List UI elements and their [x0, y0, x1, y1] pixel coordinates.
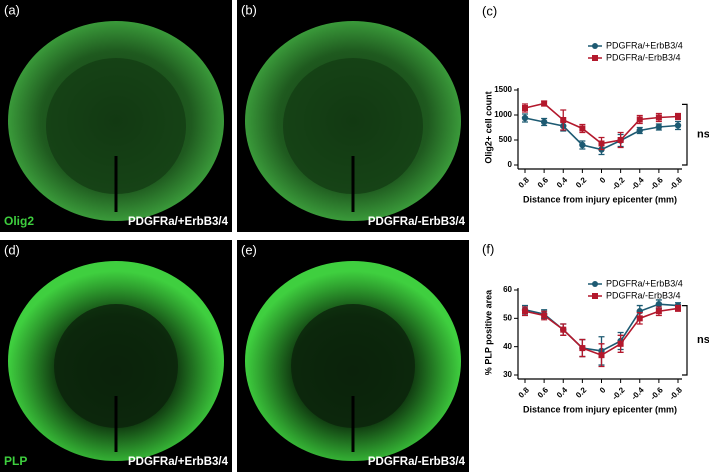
- marker: [579, 345, 586, 352]
- y-tick-label: 60: [503, 285, 512, 294]
- genotype-label: PDGFRa/-ErbB3/4: [368, 216, 466, 228]
- y-axis-title: Olig2+ cell count: [483, 91, 493, 163]
- y-axis-title: % PLP positive area: [483, 289, 493, 375]
- significance-bracket: [682, 305, 688, 376]
- panel-label: (f): [482, 241, 494, 256]
- marker: [674, 122, 682, 129]
- x-tick-label: 0: [598, 175, 608, 185]
- y-tick-label: 500: [499, 135, 513, 144]
- x-tick-label: -0.8: [668, 385, 685, 402]
- genotype-label: PDGFRa/+ErbB3/4: [128, 216, 229, 228]
- marker: [598, 352, 605, 359]
- y-tick-label: 1000: [494, 110, 512, 119]
- panel-label: (c): [482, 3, 497, 18]
- marker: [560, 326, 567, 333]
- x-tick-label: 0.4: [555, 175, 570, 190]
- legend-label: PDGFRa/-ErbB3/4: [606, 52, 681, 62]
- panel-label: (d): [4, 242, 20, 257]
- marker: [598, 140, 605, 147]
- grey-matter: [291, 304, 415, 428]
- x-tick-label: 0.2: [574, 385, 589, 400]
- x-tick-label: 0.6: [536, 385, 551, 400]
- marker: [617, 340, 624, 347]
- panel-label: (e): [241, 242, 257, 257]
- significance-label: ns: [697, 334, 709, 346]
- x-tick-label: -0.2: [610, 175, 627, 192]
- panel-label: (b): [241, 2, 257, 17]
- genotype-label: PDGFRa/+ErbB3/4: [128, 456, 229, 468]
- x-axis-title: Distance from injury epicenter (mm): [523, 404, 677, 414]
- marker: [636, 127, 643, 134]
- legend-label: PDGFRa/+ErbB3/4: [606, 40, 683, 50]
- marker: [636, 315, 643, 322]
- x-tick-label: -0.2: [610, 385, 627, 402]
- x-tick-label: -0.6: [649, 175, 666, 192]
- grey-matter: [54, 304, 178, 428]
- grey-matter: [283, 58, 423, 194]
- x-tick-label: 0: [598, 385, 608, 395]
- significance-bracket: [682, 103, 688, 166]
- x-tick-label: 0.2: [574, 175, 589, 190]
- x-tick-label: -0.4: [630, 385, 647, 402]
- marker: [655, 308, 662, 315]
- y-tick-label: 30: [503, 370, 512, 379]
- marker: [521, 114, 529, 122]
- stain-label: PLP: [4, 454, 27, 468]
- marker: [675, 305, 681, 312]
- y-tick-label: 0: [508, 160, 513, 169]
- marker: [655, 123, 663, 131]
- marker: [636, 116, 643, 123]
- genotype-label: PDGFRa/-ErbB3/4: [368, 456, 466, 468]
- marker: [522, 105, 528, 111]
- grey-matter: [46, 58, 186, 194]
- marker: [675, 113, 681, 120]
- marker: [522, 308, 528, 315]
- x-tick-label: 0.6: [536, 175, 551, 190]
- legend-marker: [592, 281, 598, 287]
- y-tick-label: 1500: [494, 85, 512, 94]
- x-tick-label: 0.8: [517, 385, 532, 400]
- marker: [541, 312, 548, 319]
- x-tick-label: 0.8: [517, 175, 532, 190]
- marker: [541, 100, 548, 107]
- marker: [579, 125, 586, 132]
- stain-label: Olig2: [4, 214, 34, 228]
- marker: [655, 300, 663, 308]
- x-tick-label: -0.8: [668, 175, 685, 192]
- x-axis-title: Distance from injury epicenter (mm): [523, 194, 677, 204]
- significance-label: ns: [697, 129, 709, 141]
- y-tick-label: 50: [503, 313, 512, 322]
- marker: [579, 141, 586, 149]
- marker: [655, 114, 662, 121]
- marker: [617, 137, 624, 143]
- panel-label: (a): [4, 2, 20, 17]
- x-tick-label: 0.4: [555, 385, 570, 400]
- legend-label: PDGFRa/+ErbB3/4: [606, 278, 683, 288]
- y-tick-label: 40: [503, 342, 512, 351]
- marker: [560, 117, 567, 123]
- x-tick-label: -0.6: [649, 385, 666, 402]
- marker: [540, 118, 548, 126]
- legend-marker: [592, 293, 598, 299]
- x-tick-label: -0.4: [630, 175, 647, 192]
- legend-marker: [592, 43, 598, 49]
- legend-marker: [592, 55, 598, 61]
- legend-label: PDGFRa/-ErbB3/4: [606, 290, 681, 300]
